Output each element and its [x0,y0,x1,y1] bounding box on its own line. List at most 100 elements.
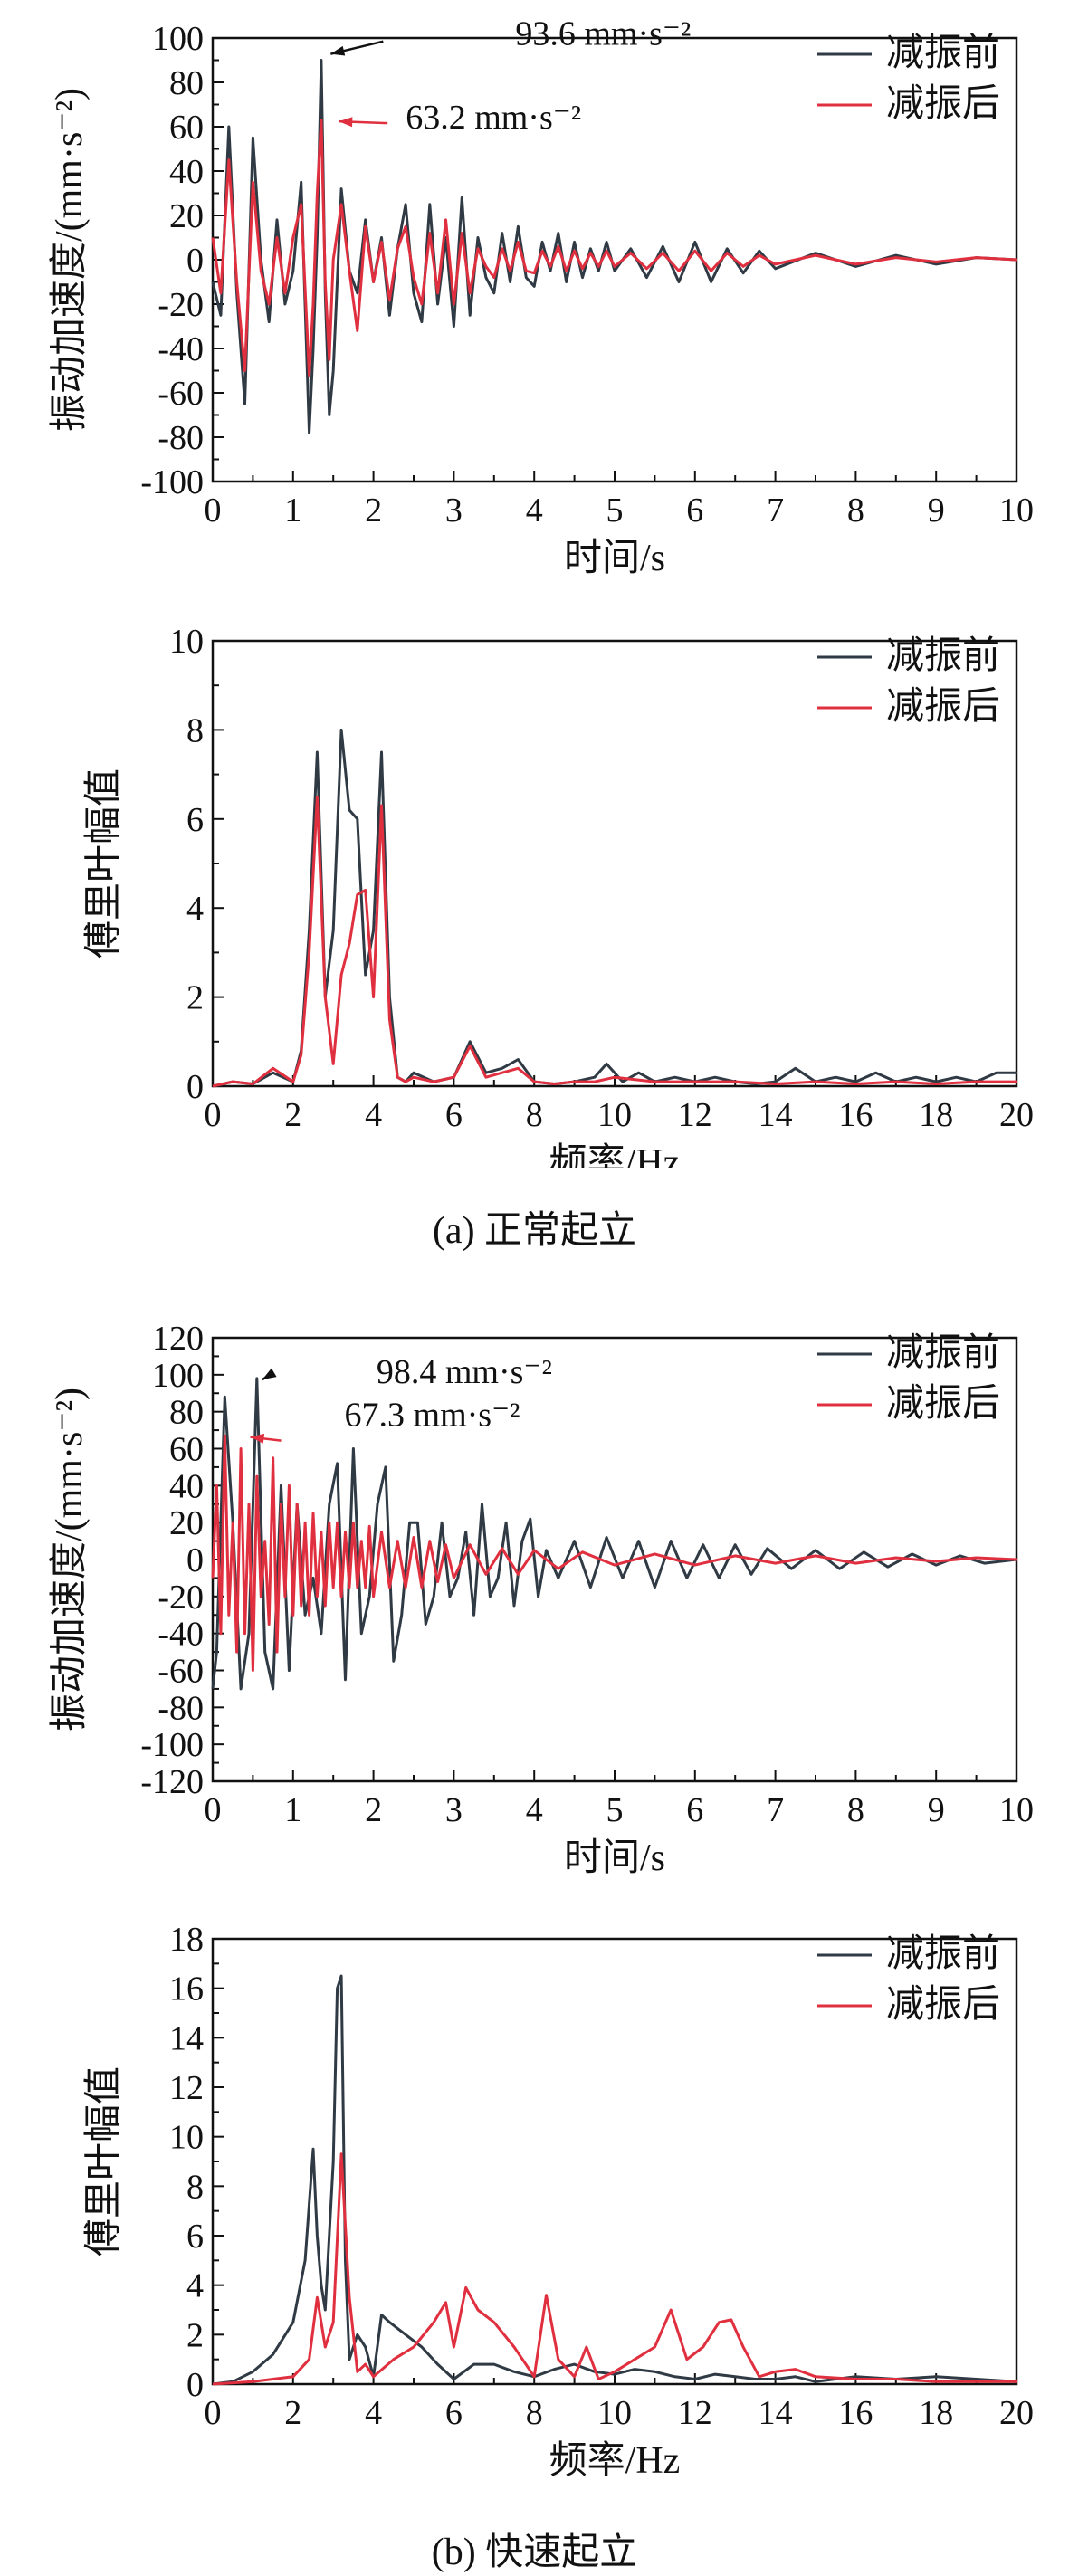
x-tick-label: 6 [686,1791,703,1829]
y-tick-label: 4 [186,890,204,928]
y-tick-label: 16 [169,1970,204,2008]
annotation-1: 63.2 mm·s⁻² [339,99,581,137]
x-tick-label: 8 [847,491,864,530]
legend-label: 减振后 [886,1984,1000,2026]
x-tick-label: 4 [365,1096,382,1134]
y-tick-label: 80 [169,1394,204,1432]
legend-label: 减振后 [886,1383,1000,1425]
y-tick-label: -80 [157,419,204,457]
y-tick-label: 6 [186,2218,204,2256]
x-tick-label: 20 [999,1096,1034,1134]
x-tick-label: 18 [919,1096,953,1134]
x-tick-label: 0 [205,2394,222,2432]
x-tick-label: 2 [284,2394,301,2432]
x-tick-label: 8 [526,2394,543,2432]
y-tick-label: -100 [140,1726,204,1764]
y-tick-label: 0 [186,242,204,280]
x-tick-label: 12 [678,1096,712,1134]
x-tick-label: 7 [767,1791,784,1829]
x-tick-label: 0 [205,491,222,530]
series-line-after [211,119,1017,377]
y-tick-label: -40 [157,330,204,368]
x-tick-label: 2 [284,1096,301,1134]
caption-a: (a) 正常起立 [432,1210,637,1252]
y-tick-label: 80 [169,64,204,102]
y-tick-label: 4 [186,2267,204,2305]
x-tick-label: 20 [999,2394,1034,2432]
series-line-before [211,1377,1017,1691]
chart-b-freq: 0 2 4 6 8 10 12 14 16 18 20 0 2 4 6 8 10 12 14 16 18 频率/Hz 傅里叶… [83,1921,1034,2480]
series-line-before [212,728,1017,1088]
x-tick-label: 0 [205,1096,222,1134]
y-tick-label: 40 [169,1467,204,1505]
x-tick-label: 4 [526,491,543,530]
y-tick-label: -20 [157,286,204,324]
x-tick-label: 4 [526,1791,543,1829]
y-axis-label: 振动加速度/(mm·s⁻²) [49,88,91,432]
x-tick-label: 12 [678,2394,712,2432]
annotation-0: 98.4 mm·s⁻² [262,1353,552,1391]
y-tick-label: -120 [140,1763,204,1801]
x-axis-label: 频率/Hz [549,1141,681,1168]
y-tick-label: 10 [169,2119,204,2157]
y-tick-label: 18 [169,1921,204,1959]
y-tick-label: 14 [169,2019,204,2057]
annotation-arrowhead [339,117,353,128]
annotation-1: 67.3 mm·s⁻² [250,1397,520,1444]
annotation-0: 93.6 mm·s⁻² [330,15,691,56]
annotation-label: 63.2 mm·s⁻² [406,99,581,137]
legend-label: 减振前 [886,635,1000,677]
y-tick-label: 12 [169,2069,204,2107]
annotation-label: 93.6 mm·s⁻² [515,15,691,53]
x-tick-label: 6 [445,1096,463,1134]
y-tick-label: 60 [169,109,204,147]
x-tick-label: 10 [999,491,1034,530]
y-tick-label: -20 [157,1579,204,1617]
x-tick-label: 8 [526,1096,543,1134]
y-tick-label: 0 [186,1541,204,1579]
y-tick-label: 100 [152,1357,204,1395]
y-tick-label: 20 [169,1504,204,1542]
x-tick-label: 1 [284,1791,301,1829]
x-tick-label: 2 [365,1791,382,1829]
y-tick-label: -100 [140,463,204,501]
y-tick-label: 2 [186,2316,204,2354]
annotation-label: 67.3 mm·s⁻² [345,1397,520,1435]
x-tick-label: 3 [445,491,463,530]
legend-label: 减振前 [886,1933,1000,1975]
y-tick-label: 0 [186,2366,204,2404]
y-tick-label: 0 [186,1068,204,1106]
annotation-label: 98.4 mm·s⁻² [377,1353,552,1391]
legend-label: 减振前 [886,33,1000,74]
x-tick-label: 2 [365,491,382,530]
y-tick-label: 20 [169,197,204,235]
y-tick-label: -60 [157,375,204,413]
x-tick-label: 7 [767,491,784,530]
x-tick-label: 4 [365,2394,382,2432]
y-tick-label: 8 [186,2168,204,2206]
x-tick-label: 5 [606,491,624,530]
y-axis-label: 振动加速度/(mm·s⁻²) [49,1388,91,1732]
x-axis-label: 频率/Hz [549,2439,681,2480]
x-tick-label: 1 [284,491,301,530]
x-tick-label: 9 [928,491,945,530]
x-tick-label: 5 [606,1791,624,1829]
y-tick-label: -40 [157,1616,204,1654]
y-tick-label: 40 [169,153,204,191]
series-line-after [212,795,1017,1088]
x-tick-label: 3 [445,1791,463,1829]
y-tick-label: 2 [186,979,204,1017]
legend-label: 减振后 [886,686,1000,728]
x-tick-label: 8 [847,1791,864,1829]
y-tick-label: 6 [186,801,204,839]
annotation-arrowhead [330,45,346,56]
y-tick-label: 100 [152,20,204,58]
y-tick-label: -80 [157,1689,204,1727]
x-tick-label: 6 [686,491,703,530]
x-tick-label: 10 [999,1791,1034,1829]
caption-b: (b) 快速起立 [431,2532,638,2573]
x-tick-label: 14 [759,2394,793,2432]
x-tick-label: 6 [445,2394,463,2432]
chart-b-time: 0 1 2 3 4 5 6 7 8 9 10-120-100-80-60-40-2002040608… [49,1320,1034,1874]
x-tick-label: 14 [759,1096,793,1134]
